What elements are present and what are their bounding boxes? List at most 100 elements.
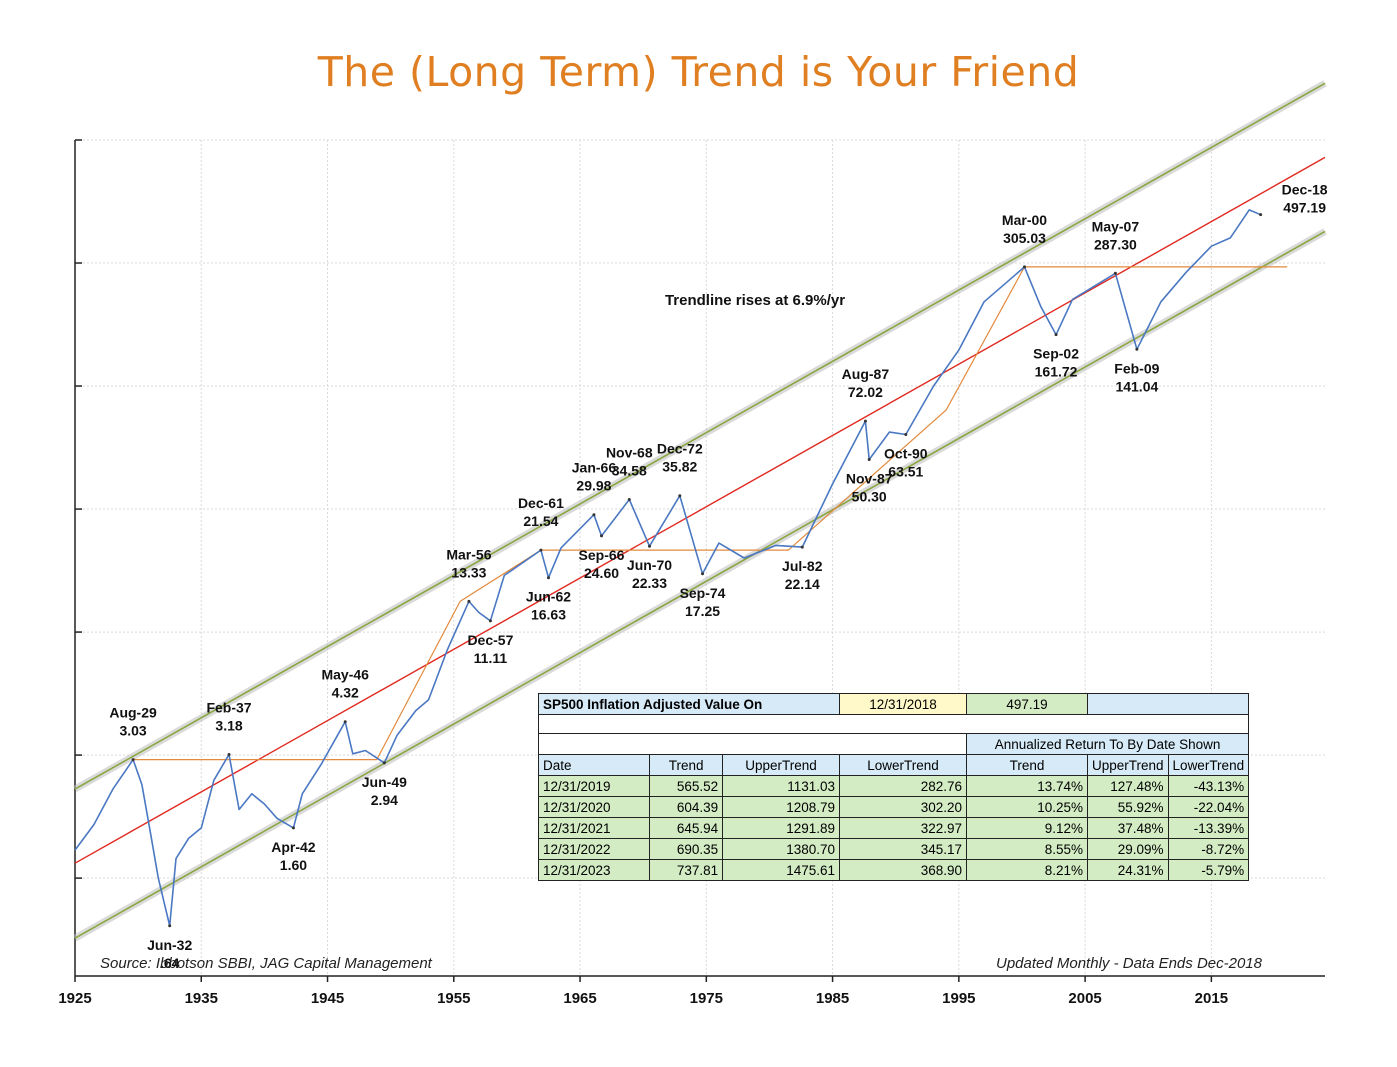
table-cell-value: 9.12% xyxy=(966,817,1088,839)
peak-marker xyxy=(678,494,682,498)
peak-marker xyxy=(592,513,596,517)
table-row: 12/31/2022 690.35 1380.70 345.17 8.55% 29.09%… xyxy=(537,838,1250,860)
peak-label-value: 21.54 xyxy=(523,513,558,529)
table-cell-value: 368.90 xyxy=(839,859,967,881)
x-tick-label: 1925 xyxy=(58,990,91,1007)
peak-label-date: Jun-32 xyxy=(147,937,192,953)
x-tick-label: 2005 xyxy=(1068,990,1101,1007)
x-tick-labels: 1925 1935 1945 1955 1965 1975 1985 1995 2005 2015 xyxy=(58,976,1228,1007)
table-cell-value: 282.76 xyxy=(839,775,967,797)
table-group-row: Annualized Return To By Date Shown xyxy=(538,733,1250,755)
table-column-header: Trend xyxy=(649,754,724,776)
table-column-header: Date xyxy=(537,754,651,776)
peak-marker xyxy=(343,720,347,724)
upper-channel-line xyxy=(74,82,1326,790)
table-cell-value: -13.39% xyxy=(1167,817,1250,839)
table-cell-date: 12/31/2021 xyxy=(537,817,651,839)
table-column-header: LowerTrend xyxy=(839,754,967,776)
peak-label-date: Jun-49 xyxy=(362,774,407,790)
peak-marker xyxy=(467,599,471,603)
table-cell-date: 12/31/2022 xyxy=(537,838,651,860)
peak-label-date: Dec-72 xyxy=(657,441,703,457)
peak-label-date: Aug-87 xyxy=(842,366,890,382)
table-cell-value: 565.52 xyxy=(649,775,724,797)
peak-label-value: 50.30 xyxy=(852,488,887,504)
peak-label-date: May-07 xyxy=(1092,218,1140,234)
table-header-blank xyxy=(1086,693,1250,715)
table-cell-value: 345.17 xyxy=(839,838,967,860)
table-cell-value: -43.13% xyxy=(1167,775,1250,797)
table-row: 12/31/2021 645.94 1291.89 322.97 9.12% 37.48%… xyxy=(537,817,1250,839)
table-cell-value: 55.92% xyxy=(1087,796,1169,818)
peak-label-value: 305.03 xyxy=(1003,230,1046,246)
peak-marker xyxy=(867,457,871,461)
table-spacer xyxy=(537,714,1250,734)
peak-marker xyxy=(800,545,804,549)
table-row: 12/31/2023 737.81 1475.61 368.90 8.21% 24.31%… xyxy=(537,859,1250,881)
peak-marker xyxy=(546,576,550,580)
peak-label-date: Mar-00 xyxy=(1002,212,1047,228)
table-cell-value: 127.48% xyxy=(1087,775,1169,797)
peak-marker xyxy=(1022,265,1026,269)
peak-marker xyxy=(701,572,705,576)
table-cell-value: 37.48% xyxy=(1087,817,1169,839)
peak-labels: Aug-29 3.03 Jun-32 .64 Feb-37 3.18 Apr-42 1.60 M… xyxy=(109,182,1327,971)
peak-marker xyxy=(904,433,908,437)
table-header-value: 497.19 xyxy=(966,693,1088,715)
table-cell-value: 737.81 xyxy=(649,859,724,881)
table-row: 12/31/2019 565.52 1131.03 282.76 13.74% 127.4… xyxy=(537,775,1250,797)
channel-lines xyxy=(73,80,1327,942)
x-tick-label: 1965 xyxy=(563,990,596,1007)
table-cell-value: 302.20 xyxy=(839,796,967,818)
peak-label-value: 24.60 xyxy=(584,565,619,581)
peak-marker xyxy=(647,544,651,548)
peak-label-value: 497.19 xyxy=(1283,200,1326,216)
table-row: 12/31/2020 604.39 1208.79 302.20 10.25% 55.92… xyxy=(537,796,1250,818)
table-cell-value: 1380.70 xyxy=(722,838,840,860)
peak-label-value: 4.32 xyxy=(332,685,359,701)
peak-label-value: 3.03 xyxy=(119,723,146,739)
table-cell-value: 8.55% xyxy=(966,838,1088,860)
step-lines xyxy=(133,266,1288,761)
table-cell-value: 1291.89 xyxy=(722,817,840,839)
peak-label-date: Dec-57 xyxy=(467,632,513,648)
peak-label-date: Nov-68 xyxy=(606,444,653,460)
table-cell-value: 604.39 xyxy=(649,796,724,818)
table-cell-value: 690.35 xyxy=(649,838,724,860)
peak-label-date: May-46 xyxy=(321,667,369,683)
x-tick-label: 1995 xyxy=(942,990,975,1007)
table-cell-value: 645.94 xyxy=(649,817,724,839)
table-group-blank xyxy=(538,733,967,755)
table-column-header: UpperTrend xyxy=(722,754,840,776)
peak-marker xyxy=(627,497,631,501)
peak-label-value: 22.33 xyxy=(632,575,667,591)
table-header-row: SP500 Inflation Adjusted Value On 12/31/… xyxy=(538,693,1250,715)
table-group-label: Annualized Return To By Date Shown xyxy=(965,733,1250,755)
peak-marker xyxy=(382,761,386,765)
table-column-header: LowerTrend xyxy=(1167,754,1250,776)
trend-annotation: Trendline rises at 6.9%/yr xyxy=(665,292,845,309)
table-cell-value: -8.72% xyxy=(1167,838,1250,860)
peak-label-value: 16.63 xyxy=(531,607,566,623)
peak-label-date: Dec-18 xyxy=(1282,182,1328,198)
table-header-date: 12/31/2018 xyxy=(839,693,967,715)
step-line xyxy=(133,266,1288,761)
lower-channel-line xyxy=(74,230,1326,939)
peak-label-value: 72.02 xyxy=(848,384,883,400)
peak-label-date: Jan-66 xyxy=(572,460,617,476)
source-note: Source: Ibbotson SBBI, JAG Capital Manag… xyxy=(100,955,432,972)
peak-label-value: 13.33 xyxy=(451,564,486,580)
table-column-header: Trend xyxy=(966,754,1088,776)
peak-marker xyxy=(1054,333,1058,337)
peak-marker xyxy=(168,924,172,928)
peak-label-value: 63.51 xyxy=(888,464,923,480)
table-cell-value: 8.21% xyxy=(966,859,1088,881)
peak-label-value: 11.11 xyxy=(474,650,508,666)
peak-label-value: 17.25 xyxy=(685,603,720,619)
peak-label-date: Oct-90 xyxy=(884,446,928,462)
peak-label-date: Apr-42 xyxy=(271,839,316,855)
table-cell-value: 10.25% xyxy=(966,796,1088,818)
peak-label-date: Sep-66 xyxy=(579,547,625,563)
table-cell-date: 12/31/2019 xyxy=(537,775,651,797)
